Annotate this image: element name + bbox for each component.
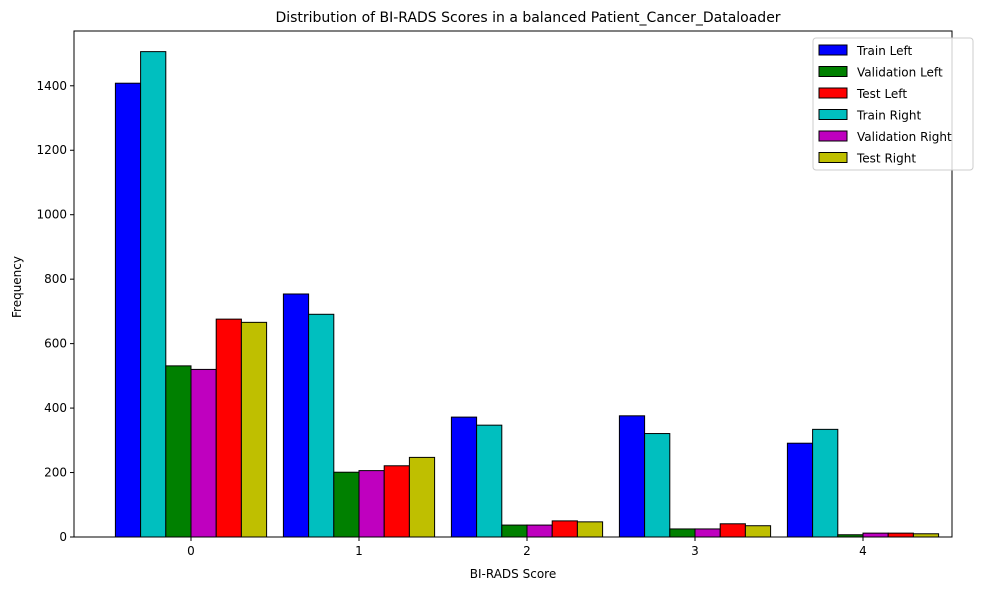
y-axis-label: Frequency xyxy=(10,256,24,318)
bar-test-right-0 xyxy=(240,321,268,538)
x-tick-label: 3 xyxy=(691,544,699,558)
bar-test-left-3 xyxy=(719,523,746,538)
bar-validation-right-0 xyxy=(190,368,217,538)
x-tick-label: 2 xyxy=(523,544,531,558)
y-tick-label: 800 xyxy=(44,272,67,286)
plot-frame xyxy=(73,30,953,538)
bar-validation-right-1 xyxy=(358,470,385,538)
x-tick-label: 4 xyxy=(859,544,867,558)
y-tick-label: 1200 xyxy=(36,143,67,157)
legend-label: Test Left xyxy=(856,87,907,101)
legend-box xyxy=(812,37,974,171)
y-tick-label: 400 xyxy=(44,401,67,415)
bar-test-left-1 xyxy=(383,465,410,538)
bar-train-right-4 xyxy=(812,428,839,538)
bar-test-right-2 xyxy=(576,521,604,538)
legend-swatch xyxy=(818,87,848,99)
legend-swatch xyxy=(818,152,848,163)
legend-swatch xyxy=(818,44,848,56)
legend-label: Test Right xyxy=(856,152,916,166)
bar-validation-left-2 xyxy=(501,524,528,538)
bar-test-right-3 xyxy=(744,525,772,538)
y-tick-label: 1400 xyxy=(36,79,67,93)
legend-label: Validation Right xyxy=(857,130,952,144)
bar-test-left-0 xyxy=(215,318,242,538)
y-tick-label: 200 xyxy=(44,466,67,480)
bar-train-right-3 xyxy=(644,433,671,538)
legend: Train Left Validation Left Test Left Train … xyxy=(812,37,974,171)
bar-test-left-4 xyxy=(887,532,914,538)
chart-title: Distribution of BI-RADS Scores in a bala… xyxy=(275,10,780,26)
bar-train-left-3 xyxy=(618,415,646,538)
bar-validation-left-3 xyxy=(669,528,696,538)
bar-train-left-2 xyxy=(450,416,478,538)
bar-train-right-1 xyxy=(308,313,335,538)
x-axis-label: BI-RADS Score xyxy=(470,567,556,581)
legend-swatch xyxy=(818,66,848,77)
bar-train-left-1 xyxy=(282,293,310,538)
x-tick-label: 1 xyxy=(355,544,363,558)
legend-swatch xyxy=(818,130,848,142)
y-tick-label: 0 xyxy=(59,530,67,544)
x-tick-label: 0 xyxy=(187,544,195,558)
bar-validation-right-3 xyxy=(694,528,721,538)
bar-test-right-1 xyxy=(408,456,436,538)
bar-validation-left-0 xyxy=(165,365,192,538)
bar-train-left-0 xyxy=(114,82,142,538)
legend-swatch xyxy=(818,109,848,120)
bar-test-left-2 xyxy=(551,520,578,538)
bar-train-right-2 xyxy=(476,424,503,538)
bar-train-left-4 xyxy=(786,442,814,538)
legend-label: Validation Left xyxy=(857,66,943,80)
bar-validation-right-4 xyxy=(862,532,889,538)
axes-group: 0 200 400 600 800 1000 1200 1400 0 1 2 3 4 xyxy=(36,30,953,558)
legend-label: Train Right xyxy=(856,109,922,123)
bar-validation-right-2 xyxy=(526,524,553,538)
y-tick-label: 1000 xyxy=(36,208,67,222)
y-tick-label: 600 xyxy=(44,337,67,351)
bars-group xyxy=(114,51,940,538)
legend-label: Train Left xyxy=(856,44,912,58)
bar-validation-left-1 xyxy=(333,471,360,538)
bar-train-right-0 xyxy=(140,51,167,538)
